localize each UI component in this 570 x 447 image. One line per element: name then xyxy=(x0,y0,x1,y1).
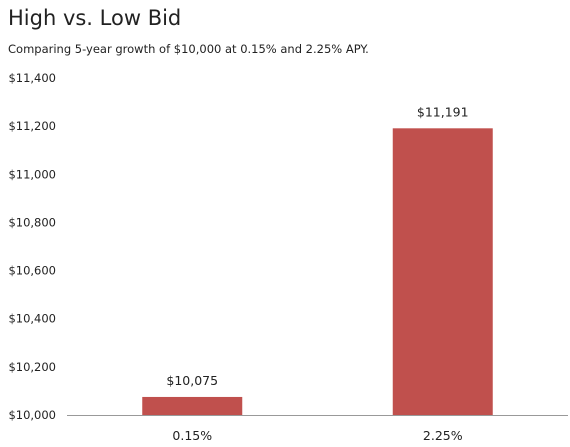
chart-subtitle: Comparing 5-year growth of $10,000 at 0.… xyxy=(8,42,369,56)
y-axis: $10,000 $10,200 $10,400 $10,600 $10,800 $11,0… xyxy=(8,71,56,422)
x-tick-label: 0.15% xyxy=(172,428,212,443)
y-tick-label: $10,600 xyxy=(8,264,56,278)
y-tick-label: $10,400 xyxy=(8,312,56,326)
bar xyxy=(392,128,493,416)
y-tick-label: $11,400 xyxy=(8,71,56,85)
bar xyxy=(142,396,243,415)
data-label: $10,075 xyxy=(166,373,218,388)
x-axis: 0.15% 2.25% xyxy=(67,415,568,443)
bars: $10,075 $11,191 xyxy=(142,104,493,416)
y-tick-label: $11,200 xyxy=(8,119,56,133)
y-tick-label: $11,000 xyxy=(8,167,56,181)
y-tick-label: $10,200 xyxy=(8,360,56,374)
chart-title: High vs. Low Bid xyxy=(8,6,182,30)
x-tick-label: 2.25% xyxy=(423,428,463,443)
y-tick-label: $10,000 xyxy=(8,408,56,422)
y-tick-label: $10,800 xyxy=(8,215,56,229)
data-label: $11,191 xyxy=(417,104,469,119)
